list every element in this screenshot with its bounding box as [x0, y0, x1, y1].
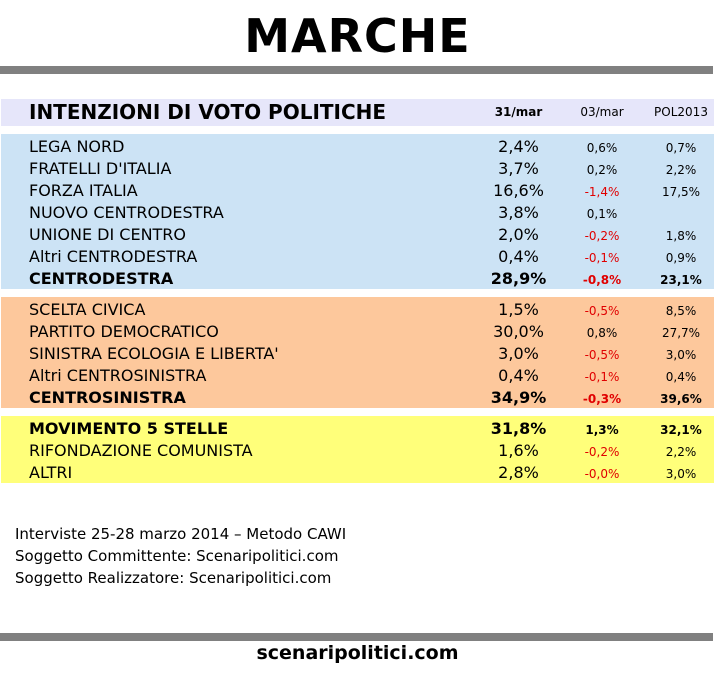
table-row: FRATELLI D'ITALIA 3,7% 0,2% 2,2%	[1, 158, 714, 180]
value-31mar: 2,4%	[498, 137, 539, 156]
value-pol2013: 17,5%	[661, 185, 701, 199]
party-name: Altri CENTRODESTRA	[29, 247, 198, 266]
party-name: NUOVO CENTRODESTRA	[29, 203, 224, 222]
footer-site: scenaripolitici.com	[256, 642, 459, 664]
table-row: SCELTA CIVICA 1,5% -0,5% 8,5%	[1, 299, 714, 321]
column-header-pol2013: POL2013	[654, 105, 708, 119]
party-name: SCELTA CIVICA	[29, 300, 146, 319]
value-31mar: 1,6%	[498, 441, 539, 460]
party-name: ALTRI	[29, 463, 73, 482]
survey-notes: Interviste 25-28 marzo 2014 – Metodo CAW…	[15, 523, 346, 589]
change-03mar: -0,2%	[584, 229, 620, 243]
party-name: MOVIMENTO 5 STELLE	[29, 419, 229, 438]
table-row: MOVIMENTO 5 STELLE 31,8% 1,3% 32,1%	[1, 418, 714, 440]
value-pol2013: 23,1%	[660, 273, 702, 287]
value-31mar: 3,8%	[498, 203, 539, 222]
party-name: Altri CENTROSINISTRA	[29, 366, 207, 385]
value-31mar: 31,8%	[490, 419, 547, 438]
change-03mar: -0,3%	[582, 392, 622, 406]
note-committente: Soggetto Committente: Scenaripolitici.co…	[15, 547, 339, 565]
change-03mar: 0,6%	[586, 141, 618, 155]
note-realizzatore: Soggetto Realizzatore: Scenaripolitici.c…	[15, 569, 332, 587]
party-name: FORZA ITALIA	[29, 181, 138, 200]
group-movimento-5-stelle: MOVIMENTO 5 STELLE 31,8% 1,3% 32,1% RIFONDAZ…	[1, 416, 714, 483]
change-03mar: -0,5%	[584, 304, 620, 318]
value-31mar: 16,6%	[493, 181, 544, 200]
value-31mar: 30,0%	[493, 322, 544, 341]
note-interviews: Interviste 25-28 marzo 2014 – Metodo CAW…	[15, 525, 347, 543]
bottom-divider	[0, 633, 713, 641]
table-row: CENTRODESTRA 28,9% -0,8% 23,1%	[1, 268, 714, 290]
party-name: CENTROSINISTRA	[29, 388, 186, 407]
change-03mar: -0,1%	[584, 370, 620, 384]
party-name: FRATELLI D'ITALIA	[29, 159, 172, 178]
change-03mar: 0,8%	[586, 326, 618, 340]
value-pol2013: 0,9%	[665, 251, 697, 265]
value-31mar: 3,0%	[498, 344, 539, 363]
table-title: INTENZIONI DI VOTO POLITICHE	[29, 100, 387, 124]
column-header-31mar: 31/mar	[494, 105, 543, 119]
value-31mar: 34,9%	[490, 388, 547, 407]
party-name: SINISTRA ECOLOGIA E LIBERTA'	[29, 344, 279, 363]
party-name: PARTITO DEMOCRATICO	[29, 322, 219, 341]
value-pol2013: 2,2%	[665, 445, 697, 459]
value-pol2013: 0,7%	[665, 141, 697, 155]
table-row: SINISTRA ECOLOGIA E LIBERTA' 3,0% -0,5% 3,0…	[1, 343, 714, 365]
value-pol2013: 3,0%	[665, 467, 697, 481]
table-row: FORZA ITALIA 16,6% -1,4% 17,5%	[1, 180, 714, 202]
table-row: ALTRI 2,8% -0,0% 3,0%	[1, 462, 714, 484]
change-03mar: -0,2%	[584, 445, 620, 459]
table-row: NUOVO CENTRODESTRA 3,8% 0,1%	[1, 202, 714, 224]
value-31mar: 1,5%	[498, 300, 539, 319]
value-pol2013: 39,6%	[660, 392, 702, 406]
change-03mar: -0,5%	[584, 348, 620, 362]
value-31mar: 0,4%	[498, 366, 539, 385]
value-31mar: 2,8%	[498, 463, 539, 482]
page-title: MARCHE	[244, 9, 471, 63]
table-header: INTENZIONI DI VOTO POLITICHE 31/mar 03/m…	[1, 99, 714, 126]
table-row: RIFONDAZIONE COMUNISTA 1,6% -0,2% 2,2%	[1, 440, 714, 462]
change-03mar: 0,2%	[586, 163, 618, 177]
value-pol2013: 0,4%	[665, 370, 697, 384]
value-pol2013: 32,1%	[660, 423, 702, 437]
column-header-03mar: 03/mar	[580, 105, 624, 119]
table-row: UNIONE DI CENTRO 2,0% -0,2% 1,8%	[1, 224, 714, 246]
value-31mar: 0,4%	[498, 247, 539, 266]
table-row: Altri CENTRODESTRA 0,4% -0,1% 0,9%	[1, 246, 714, 268]
party-name: RIFONDAZIONE COMUNISTA	[29, 441, 253, 460]
value-31mar: 3,7%	[498, 159, 539, 178]
value-pol2013: 1,8%	[665, 229, 697, 243]
party-name: LEGA NORD	[29, 137, 125, 156]
value-31mar: 28,9%	[490, 269, 547, 288]
table-row: LEGA NORD 2,4% 0,6% 0,7%	[1, 136, 714, 158]
value-pol2013: 2,2%	[665, 163, 697, 177]
change-03mar: 0,1%	[586, 207, 618, 221]
change-03mar: -0,0%	[584, 467, 620, 481]
party-name: CENTRODESTRA	[29, 269, 174, 288]
table-row: Altri CENTROSINISTRA 0,4% -0,1% 0,4%	[1, 365, 714, 387]
party-name: UNIONE DI CENTRO	[29, 225, 187, 244]
value-31mar: 2,0%	[498, 225, 539, 244]
change-03mar: -0,1%	[584, 251, 620, 265]
change-03mar: -0,8%	[582, 273, 622, 287]
top-divider	[0, 66, 713, 74]
group-centrosinistra: SCELTA CIVICA 1,5% -0,5% 8,5% PARTITO DEMOCR…	[1, 297, 714, 408]
table-row: CENTROSINISTRA 34,9% -0,3% 39,6%	[1, 387, 714, 409]
value-pol2013: 27,7%	[661, 326, 701, 340]
group-centrodestra: LEGA NORD 2,4% 0,6% 0,7% FRATELLI D'ITALIA 3,…	[1, 134, 714, 289]
change-03mar: 1,3%	[585, 423, 619, 437]
table-row: PARTITO DEMOCRATICO 30,0% 0,8% 27,7%	[1, 321, 714, 343]
value-pol2013: 8,5%	[665, 304, 697, 318]
change-03mar: -1,4%	[584, 185, 620, 199]
value-pol2013: 3,0%	[665, 348, 697, 362]
